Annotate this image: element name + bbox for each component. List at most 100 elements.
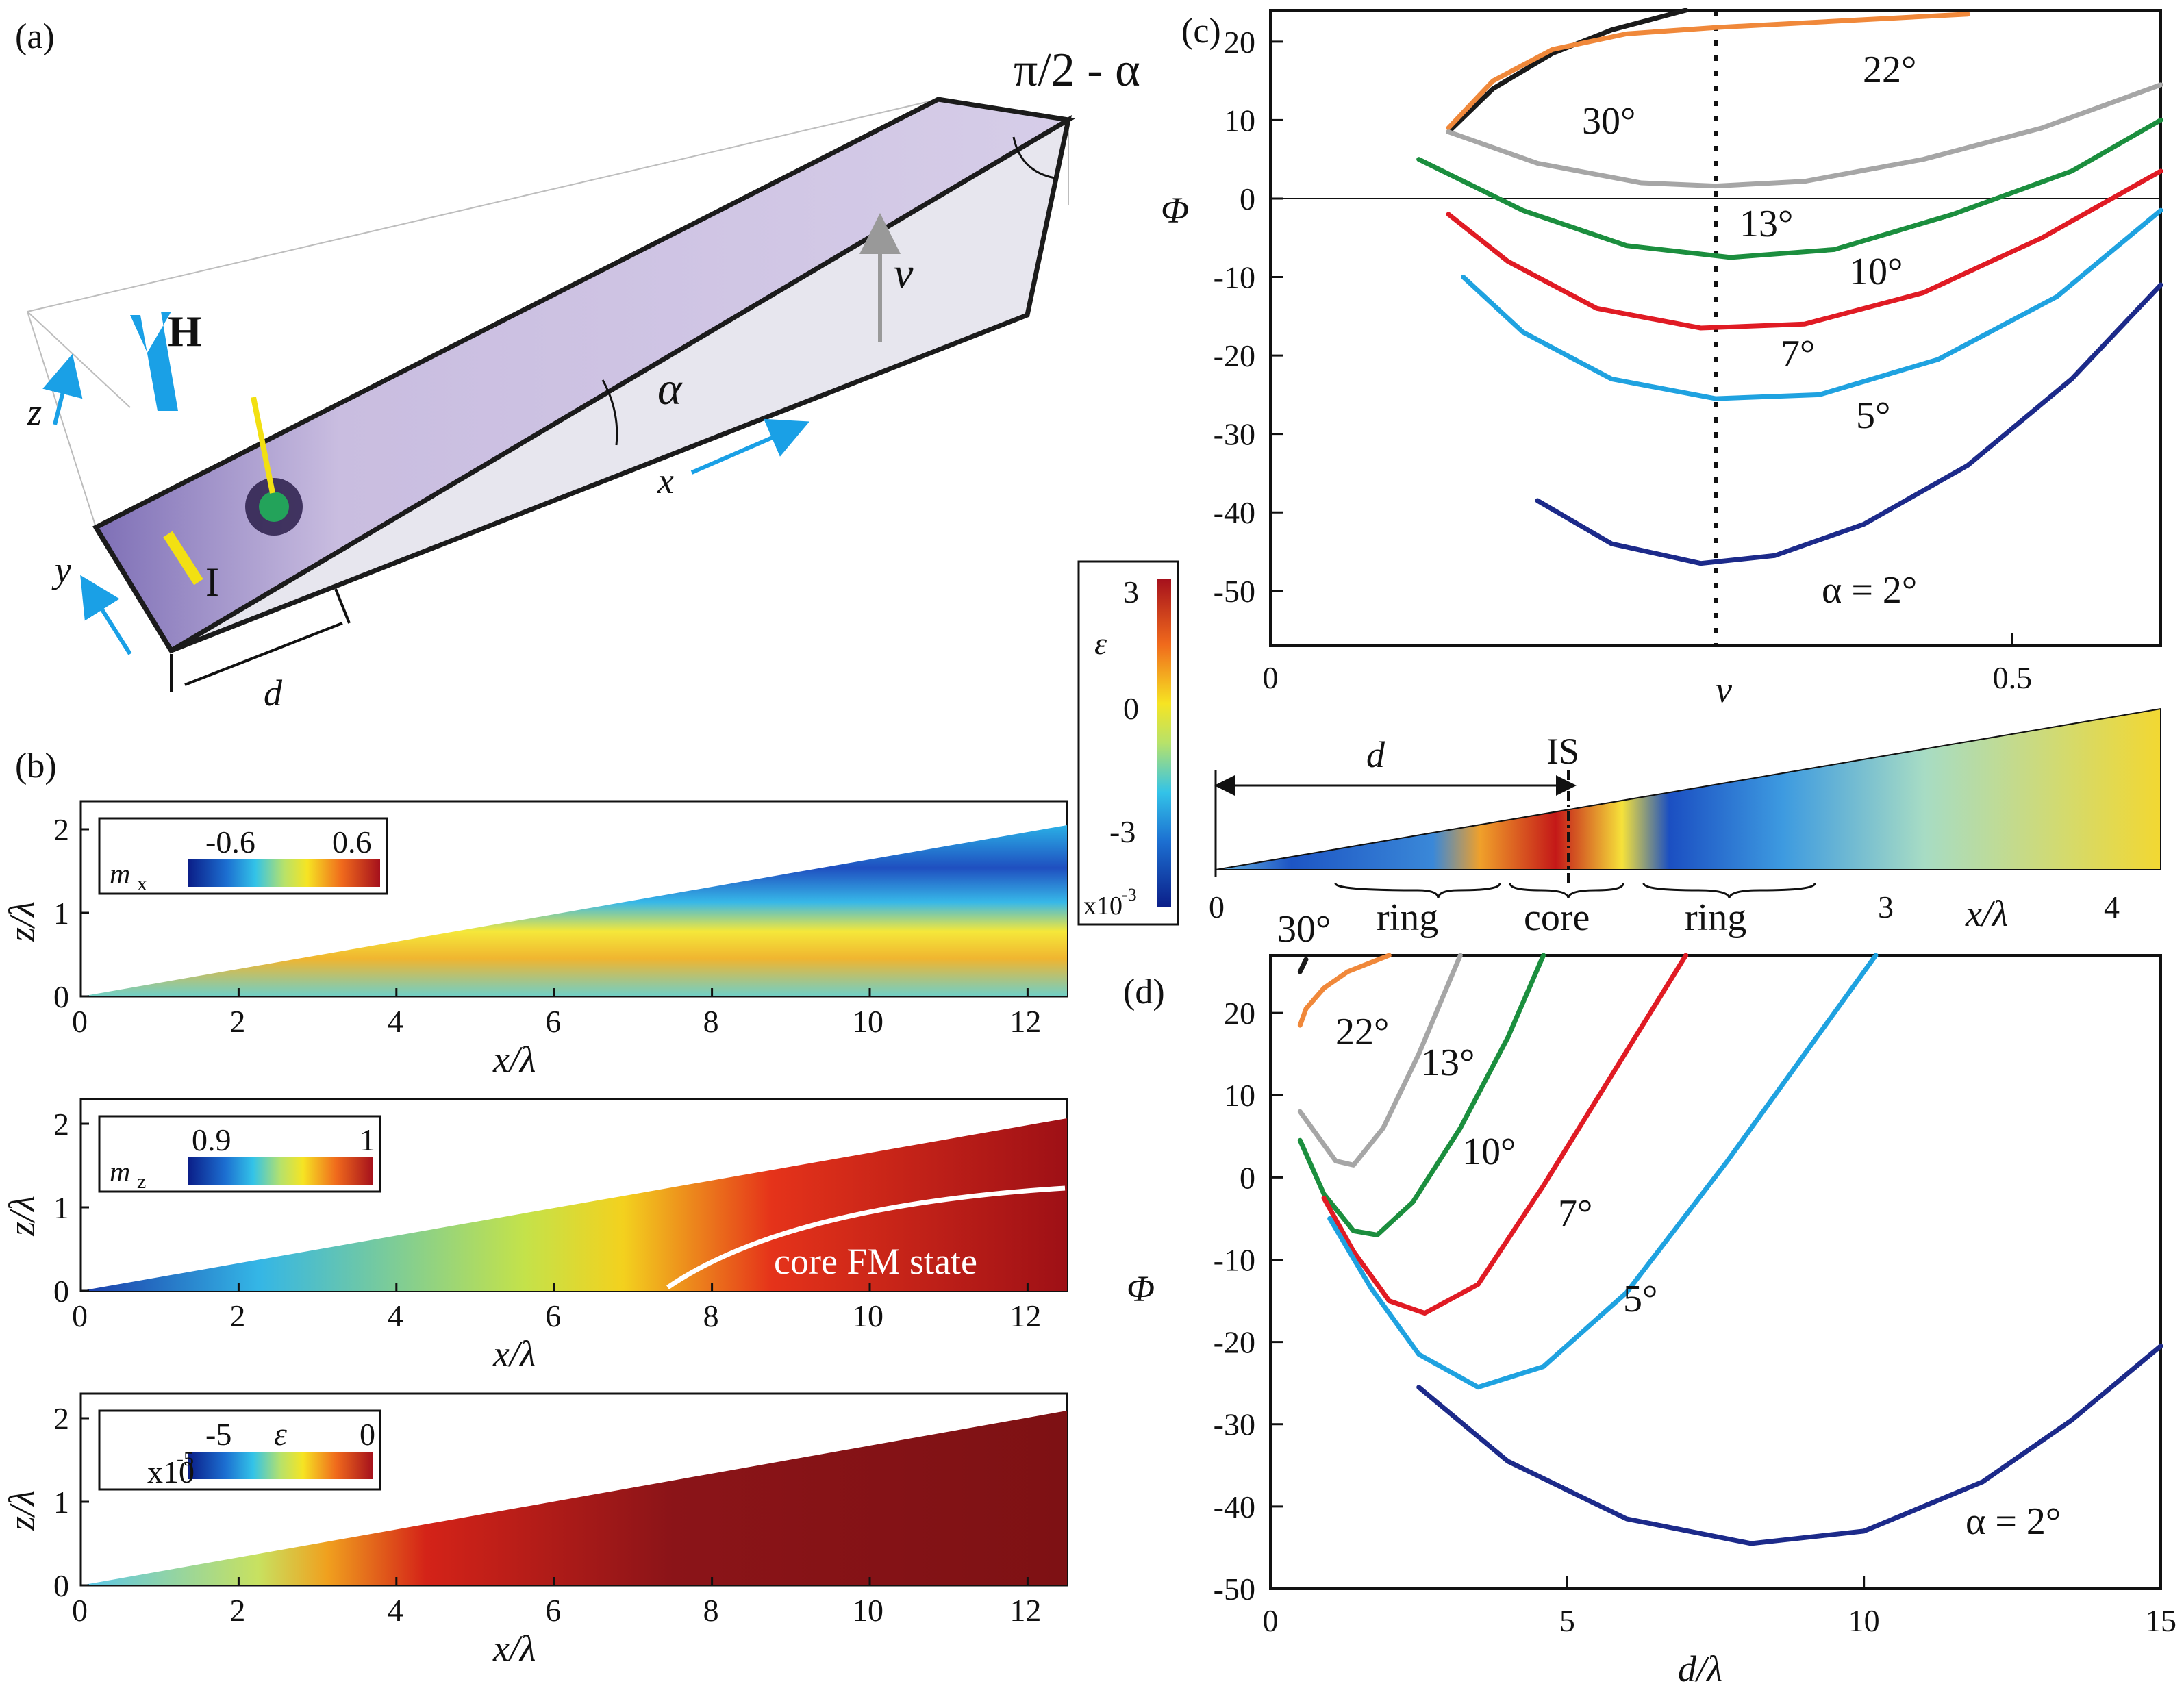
b-ytick-label: 1 xyxy=(53,896,69,931)
curve-label: 10° xyxy=(1462,1131,1516,1173)
current-arrow-icon xyxy=(163,531,203,586)
label-x: x xyxy=(657,460,674,501)
curve-label: 7° xyxy=(1781,333,1815,375)
y-tick-label: -50 xyxy=(1214,1572,1255,1607)
cb-max: 0.6 xyxy=(332,825,372,859)
b-xtick-label: 8 xyxy=(703,1298,719,1333)
panel-a: (a) H I z y x ν α π/2 - α xyxy=(15,17,1140,714)
series-line xyxy=(1297,953,1392,1028)
cb-max: 0 xyxy=(360,1417,375,1452)
series-line xyxy=(1321,953,1689,1316)
series-line xyxy=(1416,1344,2163,1546)
mid-cb-label: ε xyxy=(1094,626,1107,661)
b-xlabel: x/λ xyxy=(492,1039,536,1080)
y-tick-label: -10 xyxy=(1214,1242,1255,1277)
mid-cb-exp: -3 xyxy=(1122,885,1137,905)
b-ytick-label: 0 xyxy=(53,1274,69,1309)
b-xtick-label: 4 xyxy=(388,1298,403,1333)
x-tick-label: 0.5 xyxy=(1993,660,2033,695)
cb-min: -0.6 xyxy=(205,825,255,859)
colorbar-gradient xyxy=(188,1157,373,1185)
eps-field xyxy=(81,1411,1067,1585)
b-xlabel: x/λ xyxy=(492,1628,536,1669)
b-xtick-label: 6 xyxy=(545,1004,561,1039)
subplot-mx: -0.6 0.6 m x xyxy=(79,800,1068,998)
mid-eps-panel: 3 0 -3 ε x10 -3 d IS ring core ring 0 3 … xyxy=(1077,560,2161,939)
b-ytick-label: 2 xyxy=(53,1401,69,1436)
cb-scale: x10 xyxy=(147,1455,194,1489)
mid-cb-max: 3 xyxy=(1123,575,1139,609)
yellow-arrow-icon xyxy=(251,397,275,494)
brace-ring-right xyxy=(1642,883,1816,899)
core-FM-label: core FM state xyxy=(774,1241,977,1282)
series-line xyxy=(1446,82,2163,189)
cb-exp: -5 xyxy=(177,1448,194,1470)
core-FM-boundary xyxy=(666,1185,1066,1289)
curve-label: 13° xyxy=(1740,203,1793,245)
panel-d-label: (d) xyxy=(1123,972,1165,1011)
b-ytick-label: 2 xyxy=(53,1107,69,1142)
label-z: z xyxy=(27,392,42,433)
bounding-box-edge xyxy=(27,311,97,528)
series-line xyxy=(1297,953,1546,1237)
b-xtick-label: 2 xyxy=(229,1298,245,1333)
y-tick-label: 10 xyxy=(1224,1078,1255,1113)
b-xtick-label: 2 xyxy=(229,1593,245,1628)
mid-d-label: d xyxy=(1366,734,1385,775)
ring-left-label: ring xyxy=(1377,896,1438,939)
mid-cb-mid: 0 xyxy=(1123,691,1139,726)
mid-IS-label: IS xyxy=(1546,731,1579,772)
series-line xyxy=(1446,12,1970,131)
x-tick-label: 15 xyxy=(2145,1603,2176,1638)
b-xtick-label: 4 xyxy=(388,1004,403,1039)
panel-a-label: (a) xyxy=(15,17,55,56)
brace-ring-left xyxy=(1334,883,1501,899)
ring-right-label: ring xyxy=(1685,896,1746,939)
b-xtick-label: 2 xyxy=(229,1004,245,1039)
series-line xyxy=(1297,957,1309,974)
cb-sub: z xyxy=(137,1170,146,1193)
mid-cb-min: -3 xyxy=(1109,814,1135,849)
b-xtick-label: 10 xyxy=(852,1593,883,1628)
y-tick-label: 0 xyxy=(1240,181,1255,216)
label-top-angle: π/2 - α xyxy=(1014,44,1140,97)
b-ylabel: z/λ xyxy=(1,1490,42,1531)
y-tick-label: -20 xyxy=(1214,1325,1255,1360)
b-xtick-label: 0 xyxy=(72,1593,88,1628)
b-xtick-label: 8 xyxy=(703,1593,719,1628)
curve-label: α = 2° xyxy=(1822,569,1917,612)
curve-label: 13° xyxy=(1421,1042,1474,1084)
field-H-arrow-icon xyxy=(130,312,178,411)
curve-label: 22° xyxy=(1335,1011,1389,1053)
b-xlabel: x/λ xyxy=(492,1333,536,1374)
b-xtick-label: 4 xyxy=(388,1593,403,1628)
x-tick-label: 0 xyxy=(1263,660,1279,695)
b-xtick-label: 0 xyxy=(72,1004,88,1039)
label-d: d xyxy=(264,672,283,714)
c-ylabel: Φ xyxy=(1161,190,1189,231)
y-tick-label: -30 xyxy=(1214,417,1255,452)
z-axis-arrow-icon xyxy=(42,353,83,425)
cb-label: ε xyxy=(274,1416,287,1452)
mid-cb-scale: x10 xyxy=(1083,892,1122,920)
curve-label: α = 2° xyxy=(1966,1500,2061,1543)
b-ytick-label: 1 xyxy=(53,1190,69,1225)
curve-label: 5° xyxy=(1856,394,1890,437)
label-y: y xyxy=(51,549,71,590)
cb-sub: x xyxy=(137,872,147,895)
curve-label: 7° xyxy=(1558,1192,1592,1235)
d-ylabel: Φ xyxy=(1127,1268,1155,1309)
b-xtick-label: 8 xyxy=(703,1004,719,1039)
cb-label: m xyxy=(110,859,130,890)
colorbar-gradient xyxy=(188,1452,373,1479)
y-axis-arrow-icon xyxy=(80,575,132,655)
panel-b: (b) -0.6 0.6 m x core FM state 0.9 1 m z xyxy=(1,746,1068,1669)
colorbar-gradient xyxy=(188,859,380,887)
b-xtick-label: 6 xyxy=(545,1298,561,1333)
mid-colorbar-gradient xyxy=(1157,579,1171,907)
series-line xyxy=(1535,282,2163,566)
cb-min: -5 xyxy=(205,1417,231,1452)
series-line xyxy=(1297,953,1463,1168)
series-line xyxy=(1446,8,1689,135)
y-tick-label: 0 xyxy=(1240,1160,1255,1195)
